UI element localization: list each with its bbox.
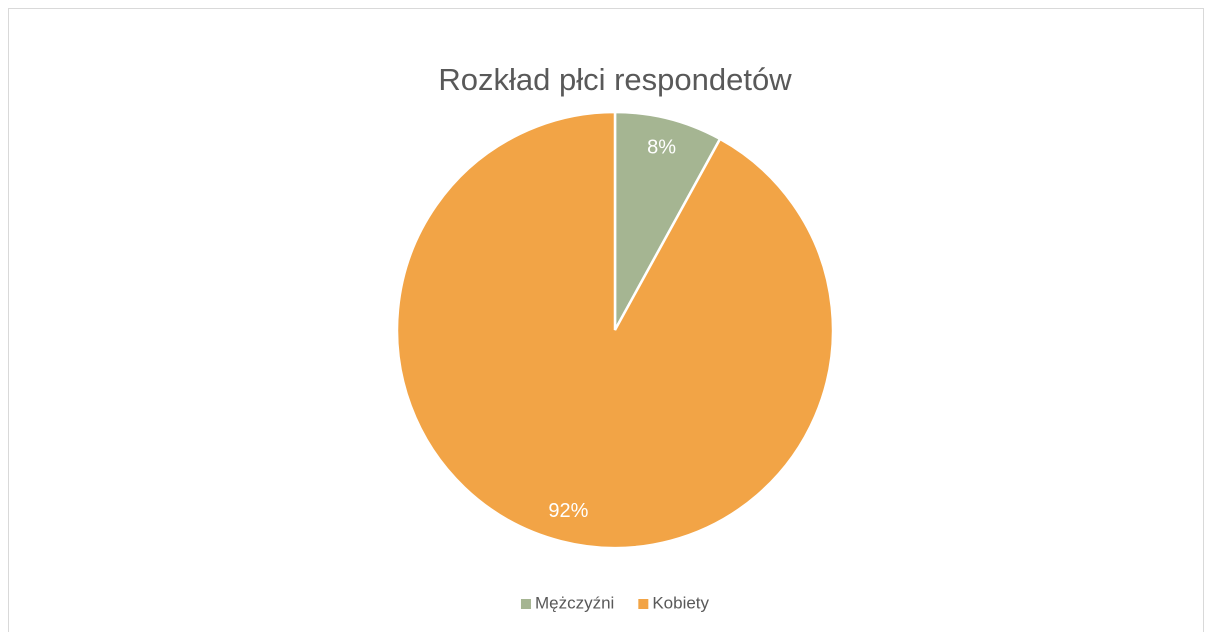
data-label: 92%: [548, 500, 588, 522]
pie-slice: [613, 110, 722, 331]
data-label: 8%: [647, 137, 676, 159]
legend-swatch: [638, 599, 649, 609]
pie-slice: [395, 110, 835, 550]
legend-label: Kobiety: [652, 593, 709, 612]
legend-swatch: [520, 599, 531, 609]
legend-label: Mężczyźni: [535, 593, 614, 612]
chart-title: Rozkład płci respondetów: [438, 62, 792, 97]
